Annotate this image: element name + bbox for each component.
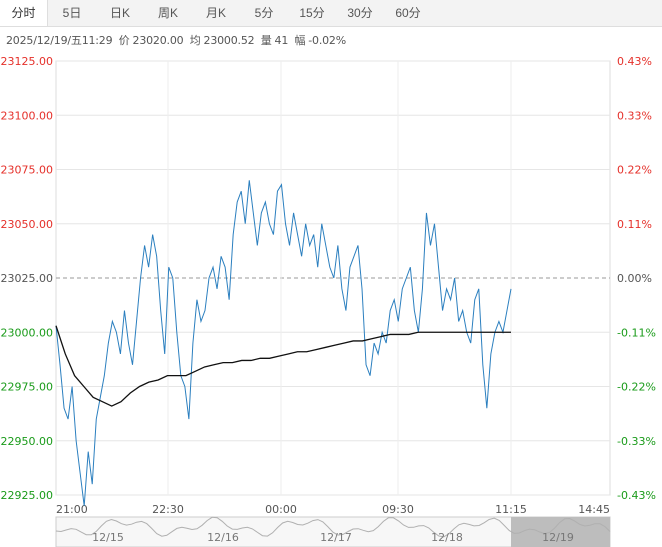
y-tick-left: 22925.00 (1, 489, 54, 502)
y-tick-right: 0.11% (617, 218, 652, 231)
x-tick-label: 21:00 (56, 503, 88, 516)
y-tick-right: 0.33% (617, 109, 652, 122)
navigator-date: 12/19 (542, 531, 574, 544)
plot-frame (55, 60, 611, 496)
navigator-trend (55, 516, 611, 538)
x-tick-label: 09:30 (382, 503, 414, 516)
y-tick-left: 23100.00 (1, 109, 54, 122)
y-tick-left: 22975.00 (1, 381, 54, 394)
y-tick-right: 0.22% (617, 164, 652, 177)
price-line (55, 180, 512, 506)
x-tick-label: 14:45 (578, 503, 610, 516)
navigator-date: 12/16 (207, 531, 239, 544)
tab-0[interactable]: 分时 (0, 0, 48, 26)
tab-7[interactable]: 30分 (347, 6, 373, 20)
y-tick-right: -0.33% (617, 435, 656, 448)
y-tick-right: -0.22% (617, 381, 656, 394)
tab-2[interactable]: 日K (109, 6, 130, 20)
tab-3[interactable]: 周K (157, 6, 178, 20)
y-tick-right: -0.43% (617, 489, 656, 502)
navigator-date: 12/15 (92, 531, 124, 544)
y-tick-right: 0.43% (617, 55, 652, 68)
tab-6[interactable]: 15分 (299, 6, 325, 20)
y-tick-left: 22950.00 (1, 435, 54, 448)
y-tick-left: 23075.00 (1, 164, 54, 177)
tab-1[interactable]: 5日 (62, 6, 82, 20)
quote-datetime: 2025/12/19/五11:29 (6, 34, 113, 47)
x-tick-label: 00:00 (265, 503, 297, 516)
navigator-date: 12/17 (320, 531, 352, 544)
quote-price: 23020.00 (132, 34, 184, 47)
quote-avg: 23000.52 (203, 34, 255, 47)
y-tick-left: 23000.00 (1, 326, 54, 339)
avg-line (55, 325, 511, 407)
tab-5[interactable]: 5分 (254, 6, 274, 20)
volume-label: 量 (260, 34, 272, 47)
tab-8[interactable]: 60分 (395, 6, 421, 20)
y-tick-right: 0.00% (617, 272, 652, 285)
y-tick-left: 23125.00 (1, 55, 54, 68)
navigator-selection (511, 517, 610, 547)
avg-label: 均 (189, 34, 201, 47)
navigator (55, 516, 611, 547)
quote-volume: 41 (274, 34, 289, 47)
y-tick-left: 23050.00 (1, 218, 54, 231)
tab-4[interactable]: 月K (205, 6, 226, 20)
change-label: 幅 (294, 34, 306, 47)
quote-change: -0.02% (308, 34, 346, 47)
x-tick-label: 22:30 (152, 503, 184, 516)
period-tabs: 分时 5日 日K 周K 月K 5分 15分 30分 60分 (0, 0, 662, 27)
y-tick-right: -0.11% (617, 326, 656, 339)
x-tick-label: 11:15 (495, 503, 527, 516)
price-label: 价 (118, 34, 130, 47)
navigator-date: 12/18 (431, 531, 463, 544)
y-tick-left: 23025.00 (1, 272, 54, 285)
